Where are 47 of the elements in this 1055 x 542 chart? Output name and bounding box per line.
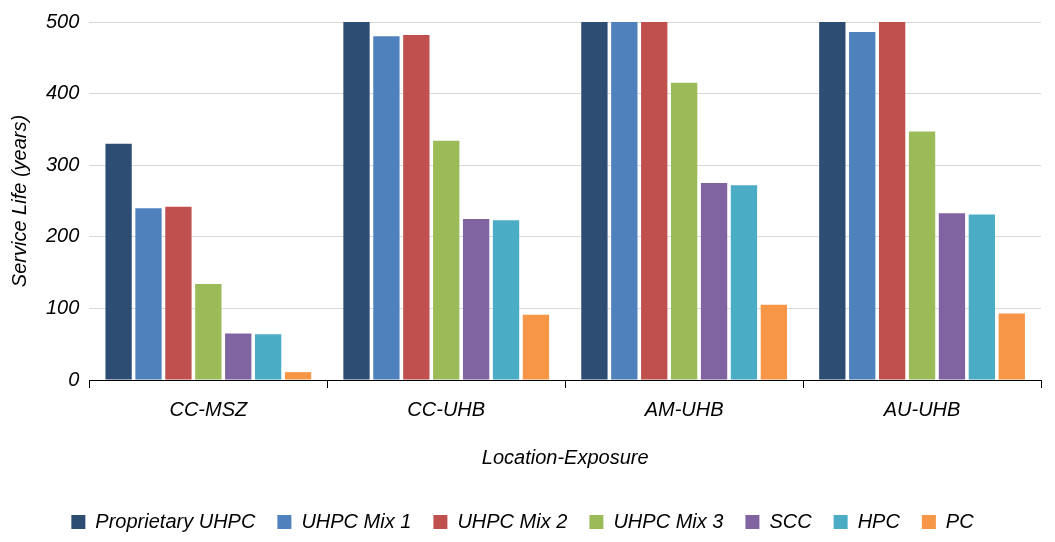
bar <box>908 131 936 380</box>
y-tick-label: 300 <box>45 152 80 175</box>
y-tick-label: 100 <box>45 295 80 318</box>
bar <box>968 214 996 380</box>
bar <box>492 220 520 380</box>
bar <box>462 218 490 380</box>
bar <box>819 22 846 380</box>
x-tick-label: CC-MSZ <box>169 397 248 420</box>
bar <box>581 22 608 380</box>
legend-label: SCC <box>769 509 813 532</box>
bar <box>998 313 1025 380</box>
y-tick-label: 500 <box>45 9 80 32</box>
bar <box>522 314 550 380</box>
bar <box>135 208 162 380</box>
bar <box>343 22 370 380</box>
legend-label: HPC <box>857 509 901 532</box>
bar <box>641 22 668 380</box>
legend-label: UHPC Mix 1 <box>301 509 412 532</box>
y-tick-label: 400 <box>45 81 80 104</box>
bar <box>611 22 638 380</box>
bar <box>254 334 282 380</box>
bar <box>938 213 966 380</box>
x-axis-title: Location-Exposure <box>481 445 649 468</box>
x-tick-label: AM-UHB <box>643 397 724 420</box>
bar <box>284 372 312 380</box>
bar <box>403 34 430 380</box>
bar <box>105 143 132 380</box>
bar <box>195 284 222 380</box>
bar <box>730 185 758 380</box>
bar <box>700 183 728 380</box>
bar <box>849 32 876 380</box>
bar <box>165 206 192 380</box>
y-axis-title: Service Life (years) <box>7 114 30 288</box>
x-tick-label: AU-UHB <box>882 397 961 420</box>
bar <box>760 304 788 380</box>
bar <box>433 140 460 380</box>
bar <box>225 333 252 380</box>
legend-label: UHPC Mix 2 <box>457 509 568 532</box>
legend-label: PC <box>945 509 975 532</box>
y-tick-label: 200 <box>44 224 80 247</box>
y-tick-label: 0 <box>68 367 80 390</box>
legend-label: UHPC Mix 3 <box>613 509 724 532</box>
x-tick-label: CC-UHB <box>407 397 486 420</box>
legend-label: Proprietary UHPC <box>95 509 256 532</box>
bar <box>878 22 906 380</box>
bar <box>670 82 698 380</box>
bar <box>373 36 400 380</box>
